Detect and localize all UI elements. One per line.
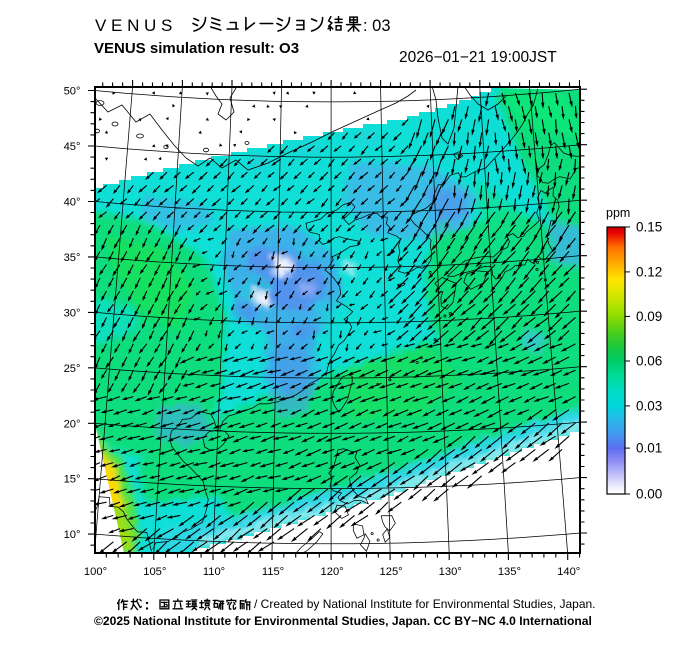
svg-text:125°: 125° — [380, 566, 403, 578]
svg-text:40°: 40° — [64, 197, 81, 209]
svg-text:140°: 140° — [557, 566, 580, 578]
svg-text:135°: 135° — [498, 566, 521, 578]
svg-text:0.00: 0.00 — [636, 487, 662, 502]
svg-text:100°: 100° — [84, 566, 107, 578]
svg-text:/ Created by National Institut: / Created by National Institute for Envi… — [254, 597, 596, 611]
svg-text:110°: 110° — [203, 566, 225, 578]
svg-text:0.03: 0.03 — [636, 399, 662, 414]
svg-text:0.01: 0.01 — [636, 441, 662, 456]
svg-text:: 03: : 03 — [363, 17, 391, 35]
svg-text:0.12: 0.12 — [636, 265, 662, 280]
svg-text:ppm: ppm — [606, 206, 630, 220]
svg-text:10°: 10° — [64, 529, 81, 541]
svg-text:25°: 25° — [64, 363, 81, 375]
svg-text:105°: 105° — [143, 566, 166, 578]
svg-text:15°: 15° — [64, 474, 81, 486]
svg-text:20°: 20° — [64, 418, 81, 430]
svg-text:35°: 35° — [64, 252, 81, 264]
svg-text:0.15: 0.15 — [636, 220, 662, 235]
svg-text:130°: 130° — [439, 566, 462, 578]
svg-text:50°: 50° — [64, 86, 81, 98]
svg-text:45°: 45° — [64, 141, 81, 153]
svg-text:©2025 National Institute for E: ©2025 National Institute for Environment… — [94, 614, 592, 628]
svg-text:30°: 30° — [64, 307, 81, 319]
svg-text:115°: 115° — [262, 566, 284, 578]
svg-text:0.06: 0.06 — [636, 354, 662, 369]
svg-text:120°: 120° — [321, 566, 344, 578]
svg-text:VENUS simulation result: O3: VENUS simulation result: O3 — [94, 40, 299, 57]
svg-text:VENUS: VENUS — [95, 16, 177, 35]
svg-text:0.09: 0.09 — [636, 309, 662, 324]
svg-text:2026−01−21 19:00JST: 2026−01−21 19:00JST — [399, 49, 557, 66]
